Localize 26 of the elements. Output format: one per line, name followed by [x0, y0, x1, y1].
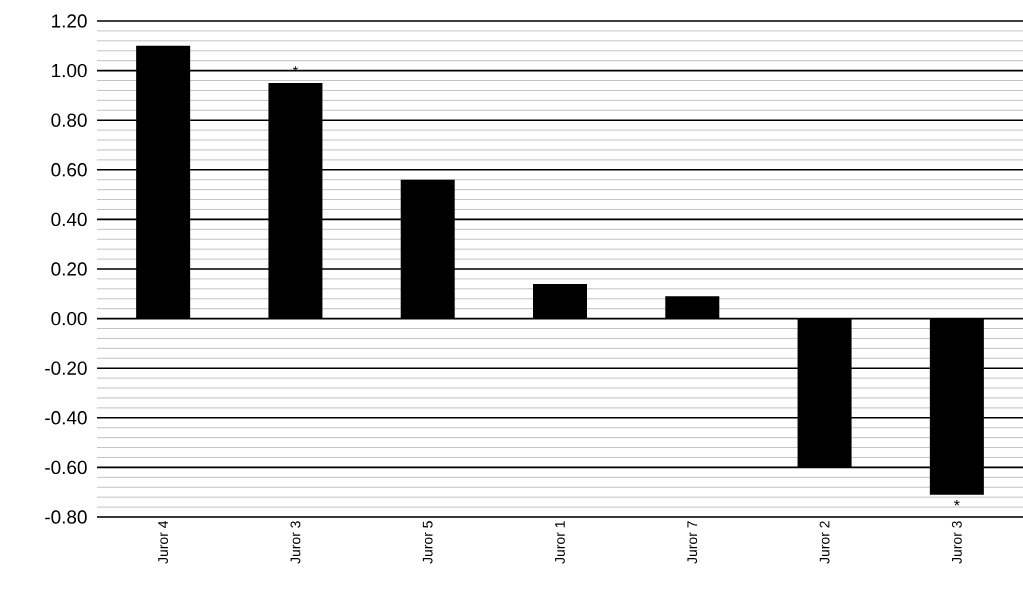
x-tick-label: Juror 2 — [819, 521, 830, 564]
bar — [268, 83, 323, 319]
annotation: * — [954, 499, 960, 506]
bar — [929, 318, 984, 495]
x-tick-label: Juror 7 — [687, 521, 698, 564]
y-tick-label: -0.20 — [45, 361, 87, 375]
y-tick-label: -0.40 — [45, 411, 87, 425]
x-tick-label: Juror 3 — [951, 521, 962, 564]
bar — [533, 283, 587, 319]
y-tick-label: 0.20 — [51, 262, 87, 276]
y-tick-label: 0.80 — [51, 113, 87, 127]
x-tick-label: Juror 1 — [555, 521, 565, 564]
y-tick-label: -0.80 — [45, 510, 87, 524]
x-tick-label: Juror 3 — [290, 521, 301, 564]
y-tick-label: 0.00 — [51, 311, 87, 326]
x-tick-label: Juror 5 — [422, 521, 433, 564]
x-tick-label: Juror 4 — [158, 520, 169, 564]
y-tick-label: 0.40 — [51, 212, 87, 227]
y-tick-label: -0.60 — [45, 460, 87, 475]
bar — [665, 296, 720, 319]
bar — [136, 45, 191, 319]
bar — [400, 179, 455, 319]
y-tick-label: 0.60 — [51, 163, 87, 177]
y-tick-label: 1.20 — [52, 14, 87, 28]
bar — [797, 318, 852, 468]
y-tick-label: 1.00 — [52, 63, 87, 78]
